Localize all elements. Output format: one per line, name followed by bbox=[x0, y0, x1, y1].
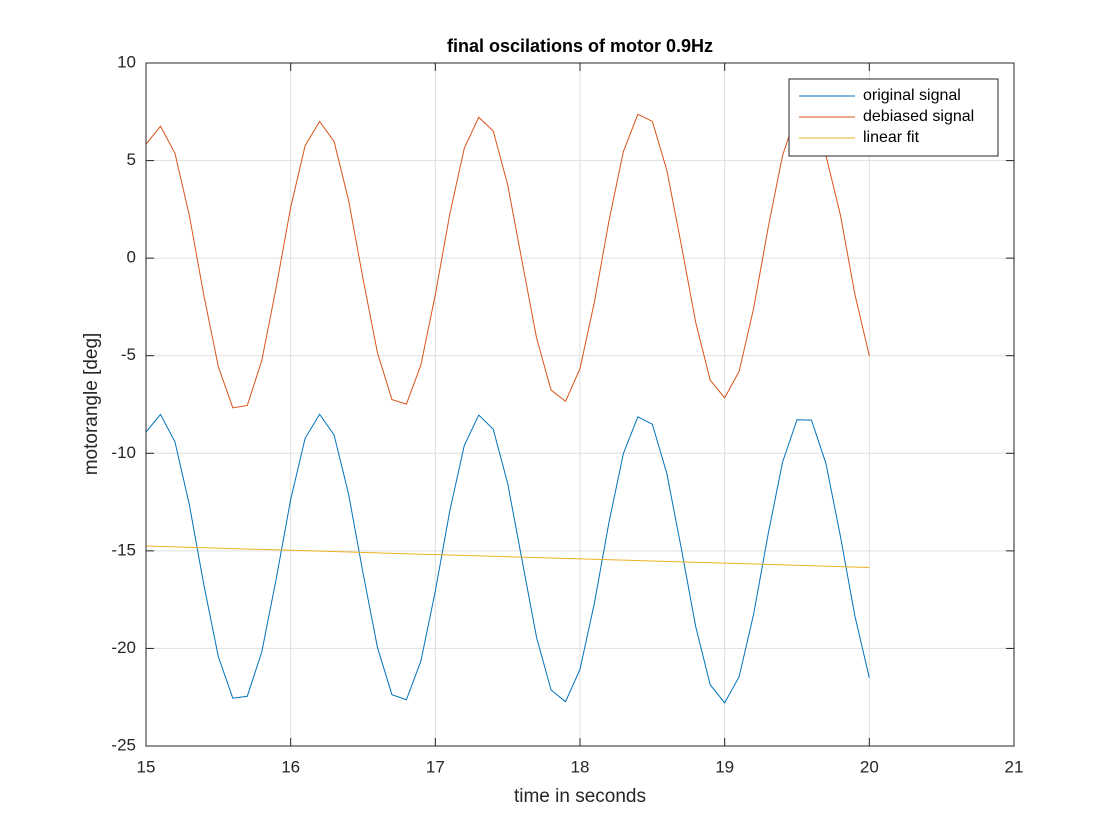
data-line bbox=[145, 545, 870, 568]
data-line bbox=[145, 413, 870, 704]
x-tick-label: 15 bbox=[137, 757, 156, 776]
y-tick-label: 10 bbox=[117, 52, 136, 71]
x-tick-label: 20 bbox=[860, 757, 879, 776]
x-tick-label: 16 bbox=[281, 757, 300, 776]
y-tick-label: 0 bbox=[127, 248, 136, 267]
legend-label: original signal bbox=[863, 87, 961, 104]
chart-title: final oscilations of motor 0.9Hz bbox=[447, 36, 713, 56]
y-tick-label: -5 bbox=[121, 345, 136, 364]
y-tick-label: -15 bbox=[111, 540, 136, 559]
y-tick-label: -10 bbox=[111, 443, 136, 462]
legend: original signal debiased signal linear fit bbox=[788, 78, 999, 157]
x-tick-label: 18 bbox=[571, 757, 590, 776]
y-tick-label: 5 bbox=[127, 150, 136, 169]
x-tick-label: 19 bbox=[715, 757, 734, 776]
x-axis-label: time in seconds bbox=[514, 786, 646, 807]
y-tick-label: -20 bbox=[111, 638, 136, 657]
x-tick-label: 21 bbox=[1005, 757, 1024, 776]
legend-label: debiased signal bbox=[863, 108, 974, 125]
x-tick-label: 17 bbox=[426, 757, 445, 776]
y-axis-label: motorangle [deg] bbox=[81, 333, 102, 476]
legend-label: linear fit bbox=[863, 129, 920, 146]
y-tick-label: -25 bbox=[111, 735, 136, 754]
data-line bbox=[145, 112, 870, 409]
